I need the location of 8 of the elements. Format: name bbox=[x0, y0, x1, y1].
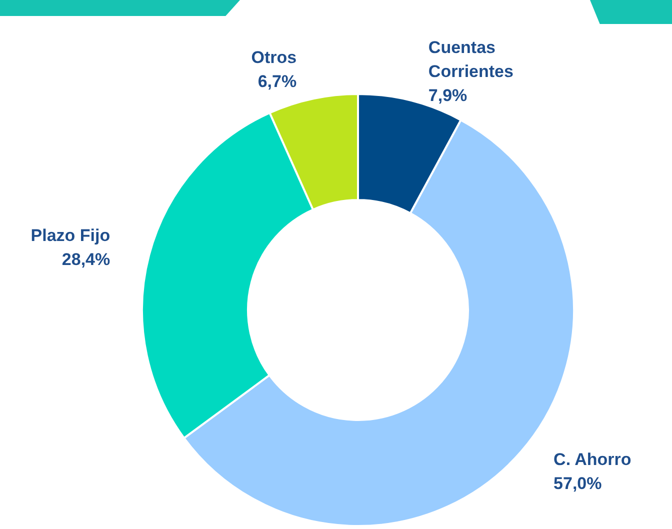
data-label: 57,0% bbox=[554, 474, 602, 494]
slice-label: Cuentas Corrientes bbox=[428, 38, 514, 82]
data-label: 7,9% bbox=[428, 86, 468, 106]
slice-label: Otros bbox=[251, 48, 297, 67]
data-label: 6,7% bbox=[258, 72, 297, 91]
slice-label: C. Ahorro bbox=[554, 450, 632, 470]
slice-label: Plazo Fijo bbox=[30, 226, 110, 245]
data-label: 28,4% bbox=[62, 250, 110, 269]
